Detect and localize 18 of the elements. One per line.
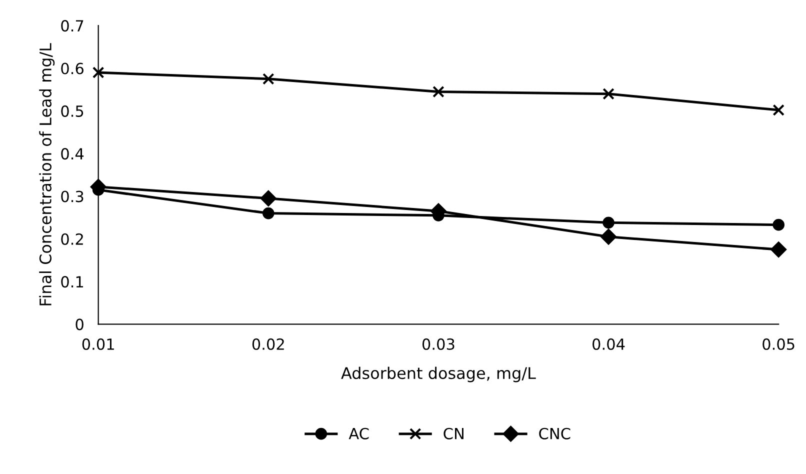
y-tick-label: 0.5 (61, 105, 84, 117)
y-tick-label: 0 (76, 318, 84, 330)
y-axis-title: Final Concentration of Lead mg/L (39, 43, 55, 306)
x-tick-label: 0.03 (422, 338, 454, 350)
x-axis-title: Adsorbent dosage, mg/L (341, 366, 536, 382)
legend-label: AC (348, 428, 369, 440)
x-tick-label: 0.01 (82, 338, 114, 350)
y-tick-label: 0.7 (61, 20, 84, 32)
y-tick-label: 0.6 (61, 62, 84, 74)
y-tick-label: 0.2 (61, 233, 83, 245)
x-tick-label: 0.02 (252, 338, 284, 350)
x-tick-label: 0.05 (762, 338, 794, 350)
y-tick-label: 0.3 (61, 190, 84, 202)
y-tick-label: 0.1 (61, 276, 84, 288)
x-tick-label: 0.04 (592, 338, 625, 350)
legend-label: CNC (539, 428, 570, 440)
y-tick-label: 0.4 (61, 148, 84, 160)
legend-label: CN (444, 428, 464, 440)
